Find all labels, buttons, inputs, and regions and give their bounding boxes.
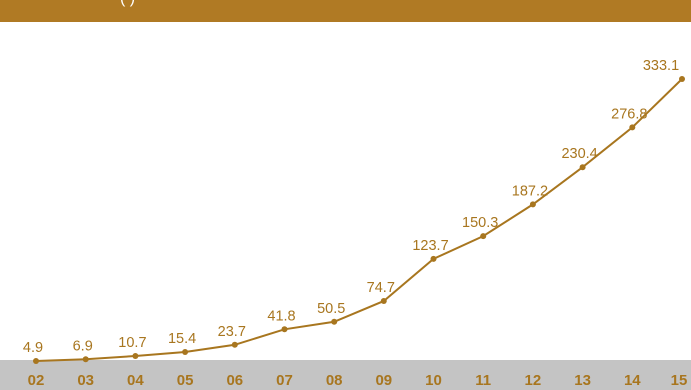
data-point-05 bbox=[182, 349, 189, 355]
data-point-14 bbox=[629, 124, 636, 131]
series-line bbox=[35, 78, 683, 362]
header-band-text: ( ) bbox=[120, 0, 135, 8]
data-label-14: 276.8 bbox=[611, 106, 647, 122]
data-label-04: 10.7 bbox=[118, 335, 146, 351]
data-label-09: 74.7 bbox=[367, 280, 395, 296]
data-label-15: 333.1 bbox=[643, 58, 679, 74]
data-label-10: 123.7 bbox=[412, 238, 448, 254]
x-tick-13: 13 bbox=[574, 372, 591, 389]
data-point-09 bbox=[380, 298, 387, 304]
data-label-11: 150.3 bbox=[462, 215, 498, 231]
x-tick-04: 04 bbox=[127, 372, 144, 389]
data-label-03: 6.9 bbox=[73, 338, 93, 354]
data-point-10 bbox=[430, 255, 437, 262]
data-point-12 bbox=[529, 201, 536, 208]
data-point-11 bbox=[480, 233, 487, 240]
data-label-13: 230.4 bbox=[561, 146, 597, 162]
x-tick-12: 12 bbox=[525, 372, 542, 389]
x-tick-10: 10 bbox=[425, 372, 442, 389]
x-tick-15: 15 bbox=[671, 372, 688, 389]
x-axis-band bbox=[0, 360, 691, 390]
x-tick-14: 14 bbox=[624, 372, 641, 389]
data-point-04 bbox=[132, 353, 139, 359]
header-band: ( ) bbox=[0, 0, 691, 22]
data-point-06 bbox=[231, 341, 238, 348]
data-point-08 bbox=[331, 318, 338, 325]
x-tick-03: 03 bbox=[77, 372, 94, 389]
data-point-13 bbox=[579, 164, 586, 171]
data-label-12: 187.2 bbox=[512, 183, 548, 199]
x-tick-05: 05 bbox=[177, 372, 194, 389]
data-label-06: 23.7 bbox=[218, 324, 246, 340]
data-point-02 bbox=[33, 358, 39, 364]
x-tick-02: 02 bbox=[28, 372, 45, 389]
data-point-15 bbox=[679, 76, 685, 82]
data-label-07: 41.8 bbox=[267, 308, 295, 324]
x-tick-09: 09 bbox=[375, 372, 392, 389]
data-point-03 bbox=[82, 356, 89, 363]
x-tick-06: 06 bbox=[226, 372, 243, 389]
data-label-02: 4.9 bbox=[23, 340, 43, 356]
data-label-05: 15.4 bbox=[168, 331, 196, 347]
x-tick-08: 08 bbox=[326, 372, 343, 389]
x-tick-11: 11 bbox=[475, 372, 491, 389]
x-tick-07: 07 bbox=[276, 372, 293, 389]
data-label-08: 50.5 bbox=[317, 301, 345, 317]
data-point-07 bbox=[281, 326, 288, 333]
